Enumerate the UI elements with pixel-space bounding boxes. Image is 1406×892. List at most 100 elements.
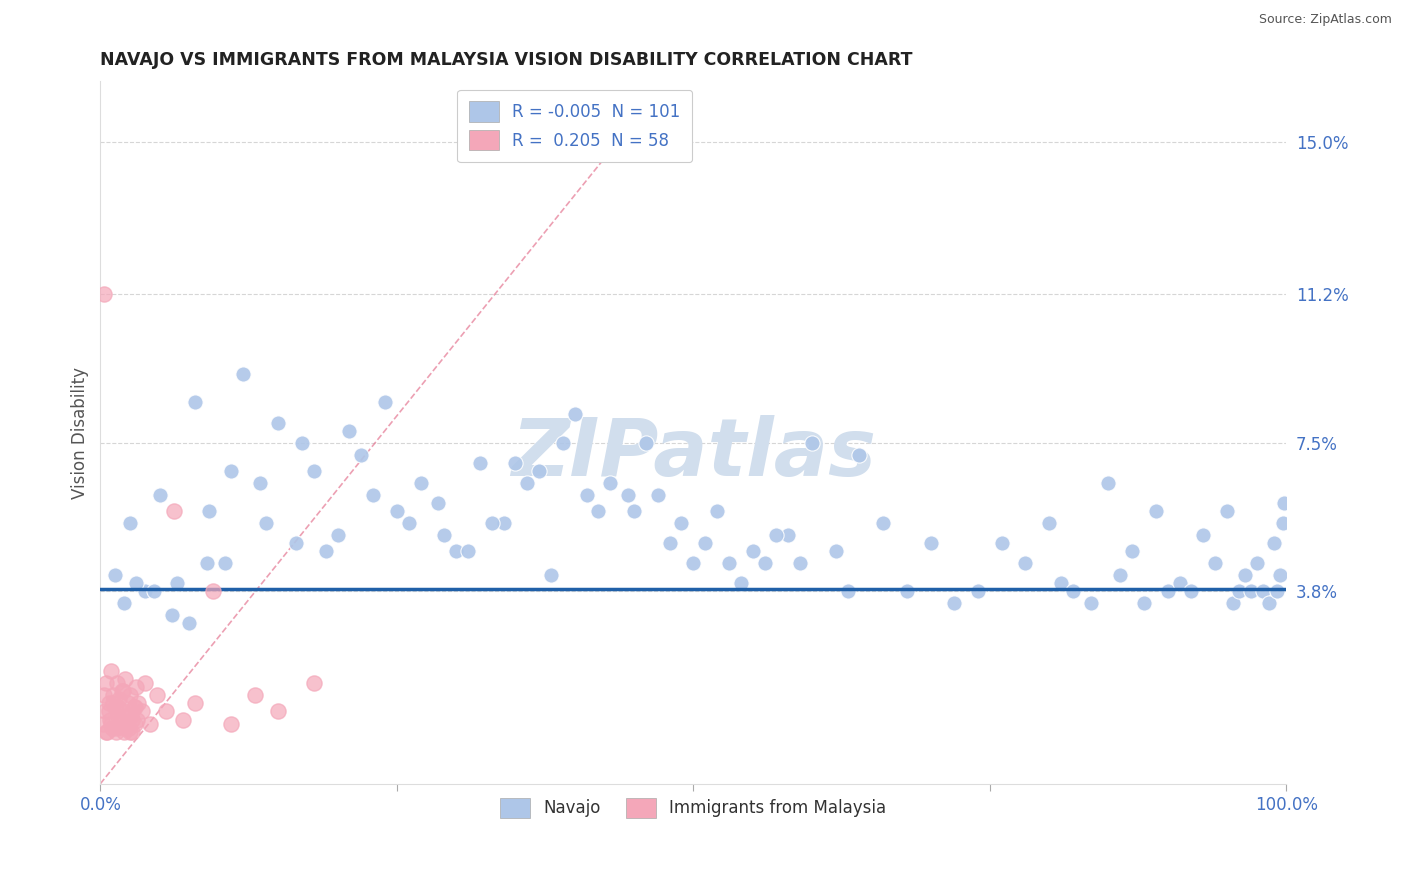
Point — [1227, 584, 1250, 599]
Point — [124, 700, 146, 714]
Point — [706, 504, 728, 518]
Point — [505, 456, 527, 470]
Point — [682, 556, 704, 570]
Point — [967, 584, 990, 599]
Point — [433, 528, 456, 542]
Point — [111, 705, 134, 719]
Point — [118, 724, 141, 739]
Point — [179, 616, 201, 631]
Point — [444, 544, 467, 558]
Point — [91, 716, 114, 731]
Point — [634, 435, 657, 450]
Point — [1180, 584, 1202, 599]
Point — [457, 544, 479, 558]
Point — [1157, 584, 1180, 599]
Point — [124, 716, 146, 731]
Point — [111, 684, 134, 698]
Point — [872, 516, 894, 530]
Point — [302, 676, 325, 690]
Point — [990, 536, 1012, 550]
Point — [112, 724, 135, 739]
Point — [1062, 584, 1084, 599]
Point — [155, 705, 177, 719]
Point — [789, 556, 811, 570]
Point — [1204, 556, 1226, 570]
Point — [1271, 516, 1294, 530]
Point — [142, 584, 165, 599]
Point — [492, 516, 515, 530]
Point — [374, 395, 396, 409]
Point — [1038, 516, 1060, 530]
Point — [100, 665, 122, 679]
Point — [695, 536, 717, 550]
Point — [125, 681, 148, 695]
Point — [93, 689, 115, 703]
Point — [623, 504, 645, 518]
Point — [122, 700, 145, 714]
Point — [96, 724, 118, 739]
Point — [232, 368, 254, 382]
Point — [1097, 475, 1119, 490]
Point — [110, 713, 132, 727]
Legend: Navajo, Immigrants from Malaysia: Navajo, Immigrants from Malaysia — [494, 791, 893, 824]
Point — [104, 721, 127, 735]
Point — [617, 488, 640, 502]
Point — [540, 568, 562, 582]
Point — [214, 556, 236, 570]
Point — [339, 424, 361, 438]
Point — [107, 700, 129, 714]
Point — [385, 504, 408, 518]
Point — [249, 475, 271, 490]
Point — [671, 516, 693, 530]
Point — [647, 488, 669, 502]
Point — [717, 556, 740, 570]
Point — [778, 528, 800, 542]
Point — [1144, 504, 1167, 518]
Y-axis label: Vision Disability: Vision Disability — [72, 367, 89, 499]
Point — [121, 724, 143, 739]
Point — [108, 692, 131, 706]
Point — [120, 708, 142, 723]
Point — [1080, 596, 1102, 610]
Point — [163, 504, 186, 518]
Point — [254, 516, 277, 530]
Point — [1263, 536, 1285, 550]
Point — [118, 689, 141, 703]
Point — [1014, 556, 1036, 570]
Point — [599, 475, 621, 490]
Point — [1270, 568, 1292, 582]
Point — [1133, 596, 1156, 610]
Point — [516, 475, 538, 490]
Point — [139, 716, 162, 731]
Point — [103, 697, 125, 711]
Point — [127, 697, 149, 711]
Point — [267, 705, 290, 719]
Point — [468, 456, 491, 470]
Point — [800, 435, 823, 450]
Point — [184, 697, 207, 711]
Point — [551, 435, 574, 450]
Point — [564, 408, 586, 422]
Point — [97, 705, 120, 719]
Point — [100, 716, 122, 731]
Point — [1240, 584, 1263, 599]
Point — [527, 464, 550, 478]
Point — [1233, 568, 1256, 582]
Point — [96, 676, 118, 690]
Point — [104, 724, 127, 739]
Point — [114, 721, 136, 735]
Point — [361, 488, 384, 502]
Point — [146, 689, 169, 703]
Point — [409, 475, 432, 490]
Point — [115, 716, 138, 731]
Point — [848, 448, 870, 462]
Point — [837, 584, 859, 599]
Point — [243, 689, 266, 703]
Text: ZIPatlas: ZIPatlas — [510, 415, 876, 492]
Point — [398, 516, 420, 530]
Point — [96, 724, 118, 739]
Point — [1222, 596, 1244, 610]
Point — [920, 536, 942, 550]
Point — [481, 516, 503, 530]
Point — [125, 576, 148, 591]
